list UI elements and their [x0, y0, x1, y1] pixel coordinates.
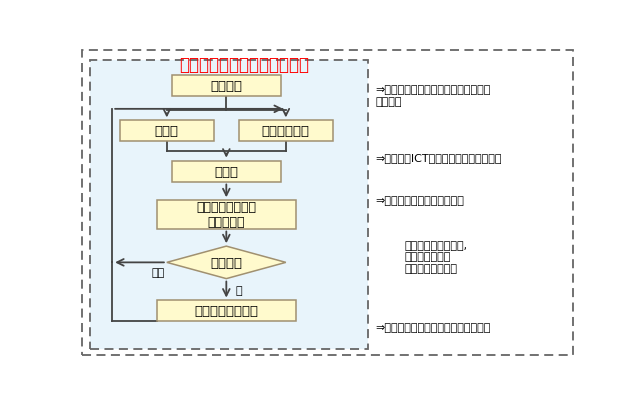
FancyBboxPatch shape: [120, 121, 214, 142]
Text: 補修・補強・更新: 補修・補強・更新: [195, 305, 259, 318]
Text: ⇒診断・劣化予測技術の開発: ⇒診断・劣化予測技術の開発: [375, 196, 464, 206]
Text: データマネジメント,
通信技術の開発
（情報通信技術）: データマネジメント, 通信技術の開発 （情報通信技術）: [405, 240, 468, 273]
Text: 施設の健全度評価
余寿命予測: 施設の健全度評価 余寿命予測: [196, 201, 256, 229]
Text: 点　検: 点 検: [155, 125, 179, 138]
FancyBboxPatch shape: [90, 61, 368, 349]
Text: モニタリング: モニタリング: [262, 125, 310, 138]
Polygon shape: [167, 247, 286, 279]
Text: 評価基準: 評価基準: [211, 80, 243, 93]
Text: ⇒構造材料・補修・補強技術等の開発: ⇒構造材料・補修・補強技術等の開発: [375, 322, 490, 332]
FancyBboxPatch shape: [157, 301, 296, 322]
FancyBboxPatch shape: [172, 76, 281, 97]
Text: インフラマネジメントの流れ: インフラマネジメントの流れ: [179, 56, 308, 74]
FancyBboxPatch shape: [239, 121, 333, 142]
Text: ⇒センサ・ICT・ロボット技術等の開発: ⇒センサ・ICT・ロボット技術等の開発: [375, 153, 502, 163]
Text: 不要: 不要: [151, 267, 164, 277]
Text: 診　断: 診 断: [214, 165, 238, 178]
FancyBboxPatch shape: [157, 200, 296, 229]
Text: 対策要否: 対策要否: [211, 256, 243, 269]
Text: 要: 要: [236, 285, 242, 295]
FancyBboxPatch shape: [172, 161, 281, 182]
Text: ⇒施設の健全度評価・余寿命予測技術
　の開発: ⇒施設の健全度評価・余寿命予測技術 の開発: [375, 85, 490, 107]
